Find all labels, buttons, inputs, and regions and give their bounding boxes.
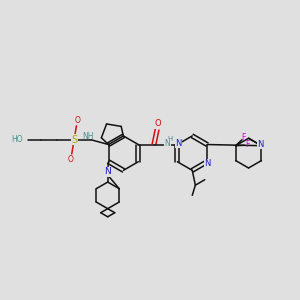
Text: N: N <box>176 139 182 148</box>
Text: H: H <box>167 136 172 142</box>
Text: HO: HO <box>12 135 23 144</box>
Text: F: F <box>241 134 246 142</box>
Text: O: O <box>74 116 80 125</box>
Text: N: N <box>257 140 264 149</box>
Text: S: S <box>71 135 77 145</box>
Text: F: F <box>245 140 250 149</box>
Text: N: N <box>204 159 210 168</box>
Text: O: O <box>154 119 161 128</box>
Text: N: N <box>104 167 111 176</box>
Text: NH: NH <box>82 132 94 141</box>
Text: N: N <box>165 140 170 148</box>
Text: O: O <box>68 155 74 164</box>
